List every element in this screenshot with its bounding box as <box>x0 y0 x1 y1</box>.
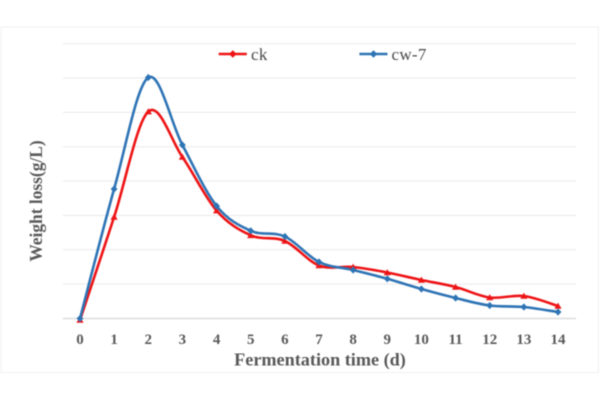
svg-text:1: 1 <box>110 332 118 348</box>
svg-text:ck: ck <box>251 45 268 64</box>
svg-text:14: 14 <box>551 332 567 348</box>
svg-text:2: 2 <box>145 332 153 348</box>
svg-text:4: 4 <box>213 332 221 348</box>
svg-text:5: 5 <box>247 332 255 348</box>
svg-text:7: 7 <box>315 332 323 348</box>
svg-text:13: 13 <box>516 332 531 348</box>
svg-text:10: 10 <box>414 332 429 348</box>
svg-text:6: 6 <box>281 332 289 348</box>
svg-text:12: 12 <box>482 332 497 348</box>
svg-text:Weight loss(g/L): Weight loss(g/L) <box>26 140 46 261</box>
svg-text:11: 11 <box>449 332 463 348</box>
svg-text:cw-7: cw-7 <box>392 45 427 64</box>
svg-text:Fermentation time (d): Fermentation time (d) <box>234 350 406 371</box>
svg-text:9: 9 <box>384 332 392 348</box>
svg-text:8: 8 <box>349 332 357 348</box>
svg-text:3: 3 <box>179 332 187 348</box>
svg-text:0: 0 <box>76 332 84 348</box>
